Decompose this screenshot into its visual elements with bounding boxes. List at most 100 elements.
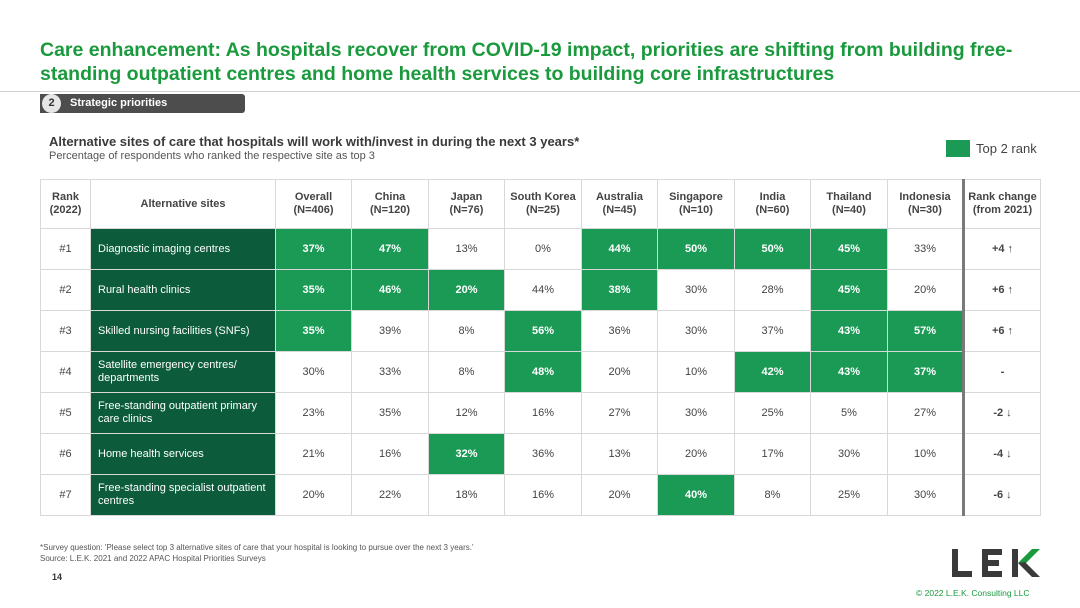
value-cell: 37%	[887, 351, 964, 393]
value-cell: 27%	[887, 392, 964, 434]
site-name-cell: Skilled nursing facilities (SNFs)	[90, 310, 276, 352]
footnote-survey-question: *Survey question: 'Please select top 3 a…	[40, 543, 474, 552]
value-cell: 10%	[887, 433, 964, 475]
value-cell: 30%	[657, 310, 735, 352]
value-cell: 0%	[504, 228, 582, 270]
column-header: Japan (N=76)	[428, 179, 505, 229]
page-title: Care enhancement: As hospitals recover f…	[40, 39, 1013, 85]
value-cell: 25%	[734, 392, 811, 434]
rank-cell: #1	[40, 228, 91, 270]
footnote-source: Source: L.E.K. 2021 and 2022 APAC Hospit…	[40, 554, 266, 563]
site-name-cell: Satellite emergency centres/ departments	[90, 351, 276, 393]
rank-change-cell: -2 ↓	[962, 392, 1041, 434]
value-cell: 45%	[810, 269, 888, 311]
value-cell: 39%	[351, 310, 429, 352]
value-cell: 20%	[581, 351, 658, 393]
footnote: *Survey question: 'Please select top 3 a…	[40, 542, 474, 564]
legend-label: Top 2 rank	[976, 141, 1037, 156]
column-header: Thailand (N=40)	[810, 179, 888, 229]
value-cell: 12%	[428, 392, 505, 434]
site-name-cell: Home health services	[90, 433, 276, 475]
value-cell: 30%	[657, 392, 735, 434]
site-name-cell: Rural health clinics	[90, 269, 276, 311]
value-cell: 56%	[504, 310, 582, 352]
value-cell: 50%	[734, 228, 811, 270]
site-name-cell: Free-standing specialist outpatient cent…	[90, 474, 276, 516]
value-cell: 57%	[887, 310, 964, 352]
value-cell: 20%	[275, 474, 352, 516]
table-row: #3 Skilled nursing facilities (SNFs) 35% 39…	[40, 310, 1041, 352]
rank-change-cell: -	[962, 351, 1041, 393]
rank-cell: #6	[40, 433, 91, 475]
header-divider	[0, 91, 1080, 92]
section-number: 2	[42, 94, 61, 113]
value-cell: 44%	[504, 269, 582, 311]
value-cell: 33%	[887, 228, 964, 270]
legend-swatch	[946, 140, 970, 157]
value-cell: 8%	[428, 310, 505, 352]
rank-cell: #5	[40, 392, 91, 434]
table-row: #2 Rural health clinics 35% 46% 20% 44% 38% 30%…	[40, 269, 1041, 311]
value-cell: 25%	[810, 474, 888, 516]
rank-cell: #3	[40, 310, 91, 352]
value-cell: 28%	[734, 269, 811, 311]
value-cell: 16%	[504, 474, 582, 516]
value-cell: 20%	[428, 269, 505, 311]
value-cell: 30%	[657, 269, 735, 311]
value-cell: 43%	[810, 351, 888, 393]
value-cell: 16%	[504, 392, 582, 434]
site-name-cell: Diagnostic imaging centres	[90, 228, 276, 270]
value-cell: 48%	[504, 351, 582, 393]
column-header: India (N=60)	[734, 179, 811, 229]
value-cell: 46%	[351, 269, 429, 311]
value-cell: 20%	[887, 269, 964, 311]
value-cell: 20%	[657, 433, 735, 475]
value-cell: 42%	[734, 351, 811, 393]
table-header-row: Rank (2022) Alternative sites Overall (N=406…	[40, 179, 1041, 229]
value-cell: 23%	[275, 392, 352, 434]
table-row: #4 Satellite emergency centres/ departmen…	[40, 351, 1041, 393]
value-cell: 45%	[810, 228, 888, 270]
value-cell: 20%	[581, 474, 658, 516]
column-header: South Korea (N=25)	[504, 179, 582, 229]
section-tag: 2 Strategic priorities	[40, 94, 245, 113]
rank-change-cell: +4 ↑	[962, 228, 1041, 270]
column-header: Australia (N=45)	[581, 179, 658, 229]
value-cell: 10%	[657, 351, 735, 393]
value-cell: 44%	[581, 228, 658, 270]
rank-cell: #4	[40, 351, 91, 393]
value-cell: 38%	[581, 269, 658, 311]
rank-change-cell: -6 ↓	[962, 474, 1041, 516]
value-cell: 37%	[734, 310, 811, 352]
value-cell: 22%	[351, 474, 429, 516]
value-cell: 13%	[428, 228, 505, 270]
column-header: Overall (N=406)	[275, 179, 352, 229]
column-header: Alternative sites	[90, 179, 276, 229]
value-cell: 5%	[810, 392, 888, 434]
table-row: #7 Free-standing specialist outpatient ce…	[40, 474, 1041, 516]
table-title: Alternative sites of care that hospitals…	[49, 134, 580, 149]
value-cell: 8%	[734, 474, 811, 516]
column-header: Singapore (N=10)	[657, 179, 735, 229]
value-cell: 36%	[504, 433, 582, 475]
column-header: Rank change (from 2021)	[962, 179, 1041, 229]
value-cell: 35%	[275, 269, 352, 311]
value-cell: 35%	[351, 392, 429, 434]
rank-change-cell: -4 ↓	[962, 433, 1041, 475]
rank-change-cell: +6 ↑	[962, 269, 1041, 311]
value-cell: 27%	[581, 392, 658, 434]
column-header: China (N=120)	[351, 179, 429, 229]
section-label: Strategic priorities	[70, 97, 168, 109]
value-cell: 43%	[810, 310, 888, 352]
rank-cell: #2	[40, 269, 91, 311]
site-name-cell: Free-standing outpatient primary care cl…	[90, 392, 276, 434]
value-cell: 16%	[351, 433, 429, 475]
table-row: #1 Diagnostic imaging centres 37% 47% 13% 0% 4…	[40, 228, 1041, 270]
table-row: #5 Free-standing outpatient primary care …	[40, 392, 1041, 434]
value-cell: 32%	[428, 433, 505, 475]
column-header: Indonesia (N=30)	[887, 179, 964, 229]
value-cell: 33%	[351, 351, 429, 393]
value-cell: 50%	[657, 228, 735, 270]
value-cell: 36%	[581, 310, 658, 352]
value-cell: 21%	[275, 433, 352, 475]
